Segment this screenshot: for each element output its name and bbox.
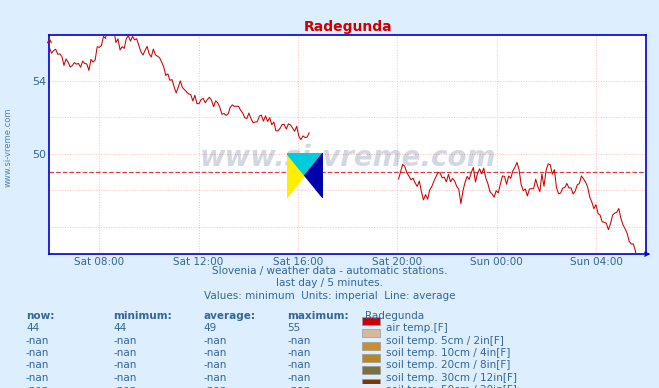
Text: Radegunda: Radegunda	[365, 311, 424, 321]
Text: -nan: -nan	[113, 372, 136, 383]
Text: 44: 44	[26, 323, 40, 333]
Text: -nan: -nan	[26, 372, 49, 383]
Title: Radegunda: Radegunda	[303, 20, 392, 34]
Text: -nan: -nan	[113, 336, 136, 346]
Text: soil temp. 5cm / 2in[F]: soil temp. 5cm / 2in[F]	[386, 336, 503, 346]
Text: -nan: -nan	[26, 348, 49, 358]
Text: www.si-vreme.com: www.si-vreme.com	[3, 108, 13, 187]
Text: Slovenia / weather data - automatic stations.: Slovenia / weather data - automatic stat…	[212, 265, 447, 275]
Text: -nan: -nan	[26, 385, 49, 388]
Text: soil temp. 50cm / 20in[F]: soil temp. 50cm / 20in[F]	[386, 385, 517, 388]
Text: soil temp. 10cm / 4in[F]: soil temp. 10cm / 4in[F]	[386, 348, 510, 358]
FancyBboxPatch shape	[362, 354, 380, 362]
Text: -nan: -nan	[26, 360, 49, 370]
Text: -nan: -nan	[204, 385, 227, 388]
Polygon shape	[287, 153, 323, 175]
Text: -nan: -nan	[204, 348, 227, 358]
Text: 55: 55	[287, 323, 301, 333]
Text: -nan: -nan	[287, 360, 311, 370]
FancyBboxPatch shape	[362, 379, 380, 386]
FancyBboxPatch shape	[362, 341, 380, 350]
FancyBboxPatch shape	[362, 329, 380, 337]
FancyBboxPatch shape	[362, 317, 380, 325]
Text: average:: average:	[204, 311, 256, 321]
Text: -nan: -nan	[204, 336, 227, 346]
Text: -nan: -nan	[204, 372, 227, 383]
Text: soil temp. 20cm / 8in[F]: soil temp. 20cm / 8in[F]	[386, 360, 510, 370]
FancyBboxPatch shape	[362, 366, 380, 374]
Text: Values: minimum  Units: imperial  Line: average: Values: minimum Units: imperial Line: av…	[204, 291, 455, 301]
Text: -nan: -nan	[204, 360, 227, 370]
Text: 49: 49	[204, 323, 217, 333]
Text: -nan: -nan	[26, 336, 49, 346]
Polygon shape	[287, 153, 304, 198]
Text: -nan: -nan	[113, 360, 136, 370]
Text: minimum:: minimum:	[113, 311, 172, 321]
Text: -nan: -nan	[287, 336, 311, 346]
Text: www.si-vreme.com: www.si-vreme.com	[200, 144, 496, 171]
Text: -nan: -nan	[287, 385, 311, 388]
Text: air temp.[F]: air temp.[F]	[386, 323, 447, 333]
Text: -nan: -nan	[113, 385, 136, 388]
Text: -nan: -nan	[287, 348, 311, 358]
Text: -nan: -nan	[113, 348, 136, 358]
Text: -nan: -nan	[287, 372, 311, 383]
Text: 44: 44	[113, 323, 127, 333]
Text: now:: now:	[26, 311, 54, 321]
Text: maximum:: maximum:	[287, 311, 349, 321]
Polygon shape	[304, 153, 323, 198]
Text: last day / 5 minutes.: last day / 5 minutes.	[276, 278, 383, 288]
Text: soil temp. 30cm / 12in[F]: soil temp. 30cm / 12in[F]	[386, 372, 517, 383]
